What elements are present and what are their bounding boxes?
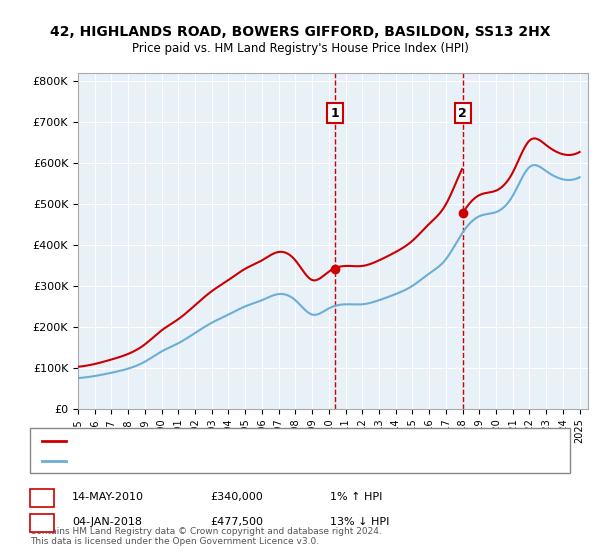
Text: 1: 1: [331, 106, 340, 120]
Text: 1: 1: [38, 491, 46, 504]
Text: £340,000: £340,000: [210, 492, 263, 502]
Text: Contains HM Land Registry data © Crown copyright and database right 2024.
This d: Contains HM Land Registry data © Crown c…: [30, 526, 382, 546]
Text: Price paid vs. HM Land Registry's House Price Index (HPI): Price paid vs. HM Land Registry's House …: [131, 42, 469, 55]
Text: 13% ↓ HPI: 13% ↓ HPI: [330, 517, 389, 527]
Text: 04-JAN-2018: 04-JAN-2018: [72, 517, 142, 527]
Text: 2: 2: [38, 515, 46, 529]
Text: 42, HIGHLANDS ROAD, BOWERS GIFFORD, BASILDON, SS13 2HX: 42, HIGHLANDS ROAD, BOWERS GIFFORD, BASI…: [50, 25, 550, 39]
Text: 1% ↑ HPI: 1% ↑ HPI: [330, 492, 382, 502]
Text: HPI: Average price, detached house, Basildon: HPI: Average price, detached house, Basi…: [72, 456, 295, 466]
Text: 14-MAY-2010: 14-MAY-2010: [72, 492, 144, 502]
Text: £477,500: £477,500: [210, 517, 263, 527]
Text: 42, HIGHLANDS ROAD, BOWERS GIFFORD, BASILDON, SS13 2HX (detached house): 42, HIGHLANDS ROAD, BOWERS GIFFORD, BASI…: [72, 436, 477, 446]
Text: 2: 2: [458, 106, 467, 120]
